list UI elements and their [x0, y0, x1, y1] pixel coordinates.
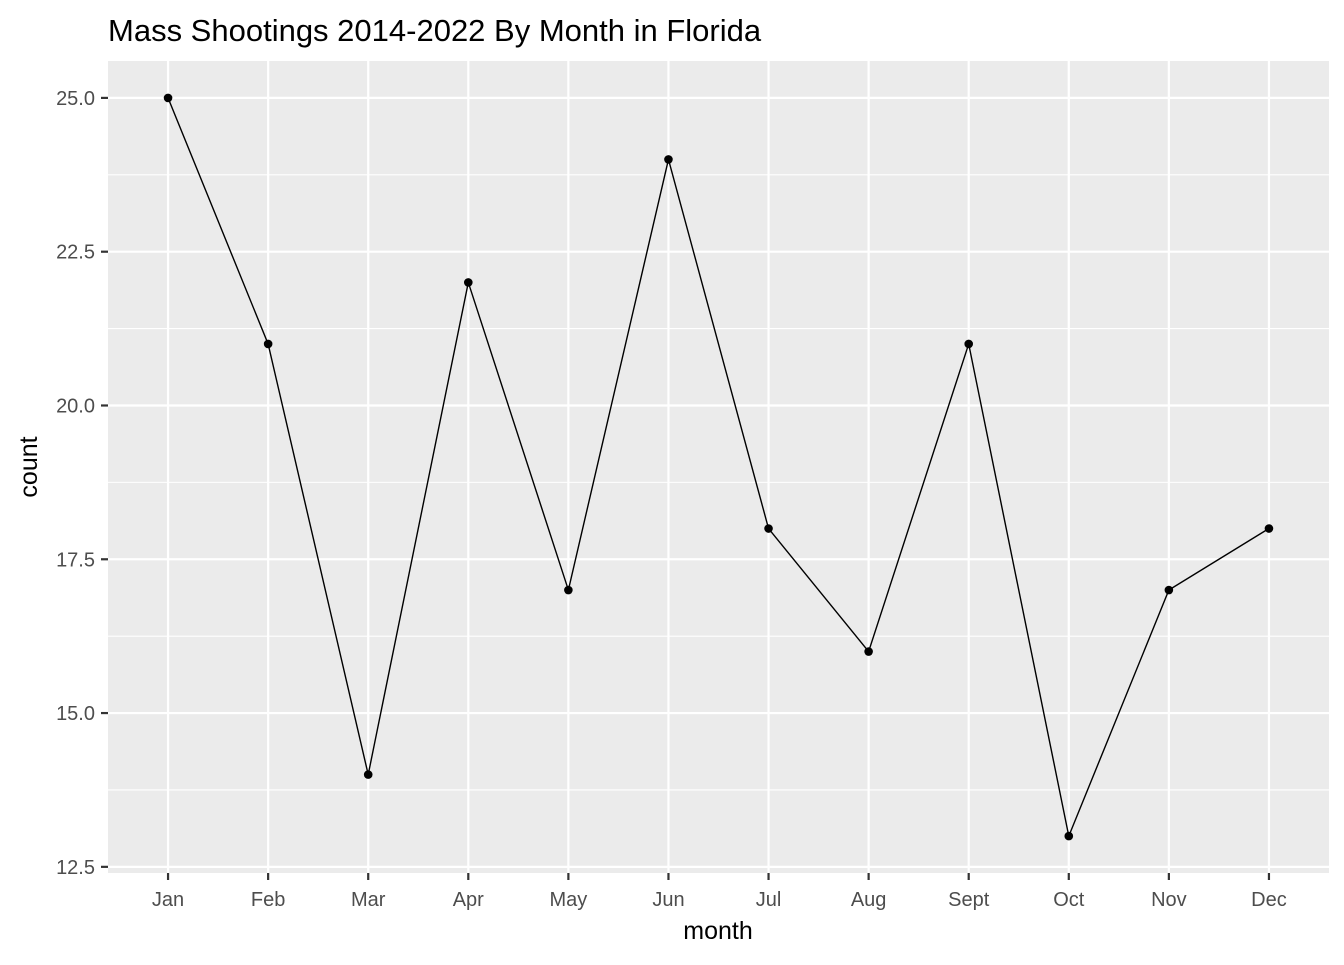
x-tick-label: Nov: [1151, 889, 1187, 911]
y-axis-title: count: [15, 436, 43, 497]
y-axis: 12.5 15.0 17.5 20.0 22.5 25.0: [56, 88, 108, 879]
x-tick-label: Jan: [152, 889, 184, 911]
data-point-oct: [1064, 831, 1074, 841]
data-point-jul: [764, 524, 773, 533]
x-axis-title: month: [683, 917, 752, 945]
x-tick-label: Jun: [652, 889, 684, 911]
data-point-may: [564, 585, 573, 595]
chart-title: Mass Shootings 2014-2022 By Month in Flo…: [108, 13, 762, 48]
y-tick-label: 12.5: [56, 857, 95, 879]
x-tick-label: Sept: [948, 889, 990, 911]
data-point-mar: [363, 770, 373, 779]
data-point-jan: [163, 93, 173, 103]
series-points: [163, 93, 1274, 841]
x-tick-label: Dec: [1251, 889, 1287, 911]
major-gridlines-x: [166, 61, 1271, 873]
data-point-jun: [664, 155, 673, 164]
data-point-apr: [463, 278, 473, 287]
plot-panel: [108, 61, 1329, 873]
major-gridlines-y: [108, 96, 1329, 868]
x-tick-label: Oct: [1053, 889, 1085, 911]
x-tick-label: Apr: [453, 889, 484, 911]
series-line: [167, 97, 1270, 839]
y-tick-label: 17.5: [56, 549, 95, 571]
y-tick-label: 20.0: [56, 395, 95, 417]
y-tick-label: 25.0: [56, 88, 95, 110]
y-tick-label: 22.5: [56, 242, 95, 264]
x-tick-label: Jul: [756, 889, 782, 911]
x-tick-label: May: [549, 889, 587, 911]
data-point-aug: [864, 647, 873, 656]
x-tick-label: Mar: [351, 889, 386, 911]
data-point-feb: [263, 339, 273, 349]
data-point-sept: [964, 339, 974, 349]
y-tick-label: 15.0: [56, 703, 95, 725]
x-tick-label: Aug: [851, 889, 887, 911]
minor-gridlines-y: [108, 174, 1329, 791]
x-tick-label: Feb: [251, 889, 285, 911]
data-point-nov: [1164, 585, 1174, 595]
data-point-dec: [1264, 524, 1274, 533]
x-axis: Jan Feb Mar Apr May Jun Jul Aug Sept Oct Nov Dec: [152, 873, 1287, 911]
